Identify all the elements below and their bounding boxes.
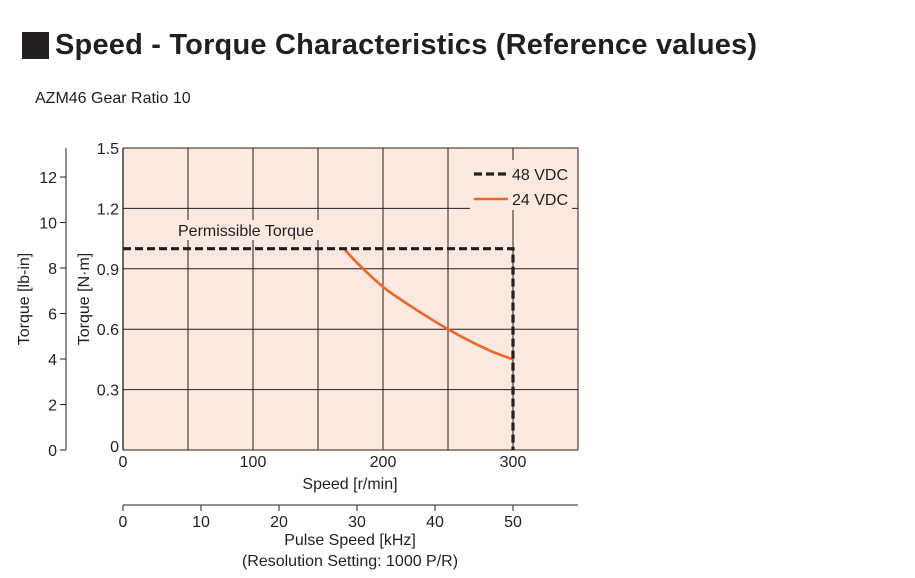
- y2-tick-label: 8: [48, 261, 57, 278]
- x-tick-label: 300: [500, 454, 527, 471]
- y-tick-label: 0.3: [97, 383, 119, 400]
- x-tick-label: 0: [119, 454, 128, 471]
- x-axis-label-secondary: Pulse Speed [kHz]: [284, 532, 416, 549]
- y-tick-label: 0.6: [97, 322, 119, 339]
- x2-tick-label: 30: [348, 514, 366, 531]
- annotation-permissible-torque: Permissible Torque: [175, 220, 323, 240]
- y2-tick-label: 6: [48, 307, 57, 324]
- x-axis-label-secondary-note: (Resolution Setting: 1000 P/R): [242, 553, 458, 570]
- tick-labels: 0 0.3 0.6 0.9 1.2 1.5 0 100 200 300 0 2 4 6 8 10 12 0 10 20…: [39, 141, 526, 531]
- axes: [60, 148, 578, 511]
- x2-tick-label: 50: [504, 514, 522, 531]
- x-axis-label: Speed [r/min]: [302, 476, 397, 493]
- y-tick-label: 1.5: [97, 141, 119, 158]
- legend-label-48vdc: 48 VDC: [512, 167, 568, 184]
- title-bullet-square: [22, 31, 49, 59]
- y2-tick-label: 4: [48, 352, 57, 369]
- legend-label-24vdc: 24 VDC: [512, 192, 568, 209]
- y-tick-label: 0: [110, 439, 119, 456]
- legend-background: [470, 160, 572, 210]
- page-title-row: Speed - Torque Characteristics (Referenc…: [22, 27, 757, 63]
- x2-tick-label: 40: [426, 514, 444, 531]
- page-title: Speed - Torque Characteristics (Referenc…: [55, 28, 758, 61]
- y2-tick-label: 12: [39, 170, 57, 187]
- y-tick-label: 1.2: [97, 201, 119, 218]
- x2-tick-label: 0: [119, 514, 128, 531]
- x-tick-label: 100: [240, 454, 267, 471]
- y-axis-label-secondary: Torque [lb-in]: [16, 253, 33, 346]
- y2-tick-label: 0: [48, 443, 57, 460]
- y-tick-label: 0.9: [97, 262, 119, 279]
- legend: 48 VDC 24 VDC: [470, 160, 572, 210]
- y2-tick-label: 2: [48, 398, 57, 415]
- x2-tick-label: 20: [270, 514, 288, 531]
- annotation-background: [175, 220, 323, 240]
- series-24vdc-line: [343, 247, 514, 361]
- series-lines: [123, 247, 515, 450]
- x-tick-label: 200: [370, 454, 397, 471]
- page-subtitle: AZM46 Gear Ratio 10: [35, 90, 191, 107]
- y2-tick-label: 10: [39, 216, 57, 233]
- annotation-label: Permissible Torque: [178, 223, 314, 240]
- y-axis-label: Torque [N·m]: [76, 253, 93, 345]
- x2-tick-label: 10: [192, 514, 210, 531]
- series-48vdc-line: [123, 247, 515, 450]
